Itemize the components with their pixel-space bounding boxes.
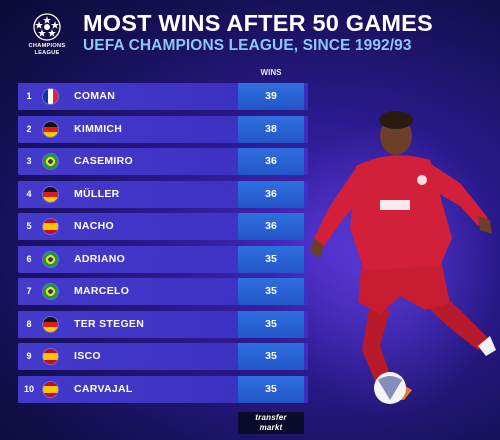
- wins-value: 36: [238, 213, 304, 240]
- player-name: COMAN: [74, 90, 116, 102]
- player-name: CASEMIRO: [74, 155, 133, 167]
- player-name: TER STEGEN: [74, 317, 145, 330]
- brand-line2: markt: [259, 423, 283, 432]
- brazil-flag-icon: [43, 284, 58, 299]
- player-name: ISCO: [74, 350, 101, 362]
- table-row: 2 KIMMICH 38: [18, 115, 308, 143]
- wins-value: 36: [238, 180, 304, 208]
- spain-flag-icon: [43, 381, 58, 397]
- table-row: 9 ISCO 35: [18, 343, 308, 370]
- transfermarkt-logo: transfer markt: [238, 412, 304, 434]
- rankings-table: 1 COMAN 39 2 KIMMICH 38 3 CASEMIRO 36 4 …: [18, 83, 308, 408]
- player-photo: [310, 111, 496, 404]
- rank: 10: [23, 383, 34, 394]
- rank: 5: [26, 221, 32, 231]
- wins-value: 35: [238, 310, 304, 338]
- logo-text-line2: LEAGUE: [34, 50, 60, 56]
- wins-value: 35: [238, 245, 304, 273]
- brazil-flag-icon: [43, 251, 58, 267]
- table-row: 5 NACHO 36: [18, 213, 308, 240]
- champions-league-logo: CHAMPIONS LEAGUE: [18, 12, 76, 62]
- player-name: NACHO: [74, 220, 114, 232]
- table-row: 6 ADRIANO 35: [18, 245, 308, 273]
- brazil-flag-icon: [43, 154, 58, 169]
- rank: 4: [26, 188, 32, 199]
- rank: 8: [26, 318, 32, 329]
- table-row: 7 MARCELO 35: [18, 278, 308, 305]
- wins-column-header: WINS: [260, 68, 282, 77]
- rank: 3: [26, 156, 32, 166]
- rank: 9: [26, 351, 32, 361]
- wins-value: 35: [238, 343, 304, 370]
- table-row: 3 CASEMIRO 36: [18, 148, 308, 175]
- rank: 1: [26, 91, 32, 101]
- spain-flag-icon: [43, 349, 58, 364]
- wins-value: 35: [238, 278, 304, 305]
- wins-value: 39: [238, 83, 304, 110]
- germany-flag-icon: [43, 121, 58, 137]
- germany-flag-icon: [43, 316, 58, 332]
- rank: 6: [26, 253, 32, 264]
- table-row: 4 MÜLLER 36: [18, 180, 308, 208]
- table-row: 1 COMAN 39: [18, 83, 308, 110]
- player-name: MÜLLER: [74, 187, 120, 200]
- page-title: MOST WINS AFTER 50 GAMES: [83, 10, 433, 36]
- wins-value: 35: [238, 375, 304, 403]
- rank: 2: [26, 123, 32, 134]
- wins-value: 38: [238, 115, 304, 143]
- germany-flag-icon: [43, 186, 58, 202]
- player-name: MARCELO: [74, 285, 130, 297]
- logo-text-line1: CHAMPIONS: [28, 43, 66, 49]
- player-name: KIMMICH: [74, 122, 123, 135]
- star-ball-icon: [33, 13, 61, 41]
- table-row: 10 CARVAJAL 35: [18, 375, 308, 403]
- page-subtitle: UEFA CHAMPIONS LEAGUE, SINCE 1992/93: [83, 37, 412, 54]
- player-name: ADRIANO: [74, 252, 126, 265]
- brand-line1: transfer: [255, 413, 287, 422]
- france-flag-icon: [43, 89, 58, 104]
- spain-flag-icon: [43, 219, 58, 234]
- wins-value: 36: [238, 148, 304, 175]
- player-name: CARVAJAL: [74, 382, 133, 395]
- table-row: 8 TER STEGEN 35: [18, 310, 308, 338]
- rank: 7: [26, 286, 32, 296]
